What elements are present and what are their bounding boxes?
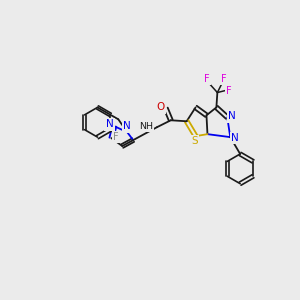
Text: F: F (226, 85, 232, 96)
Text: N: N (106, 119, 113, 129)
Text: O: O (157, 102, 165, 112)
Text: N: N (231, 133, 239, 143)
Text: F: F (113, 132, 119, 142)
Text: N: N (123, 121, 131, 131)
Text: N: N (228, 111, 236, 121)
Text: NH: NH (139, 122, 153, 131)
Text: F: F (220, 74, 226, 84)
Text: S: S (191, 136, 198, 146)
Text: F: F (204, 74, 209, 84)
